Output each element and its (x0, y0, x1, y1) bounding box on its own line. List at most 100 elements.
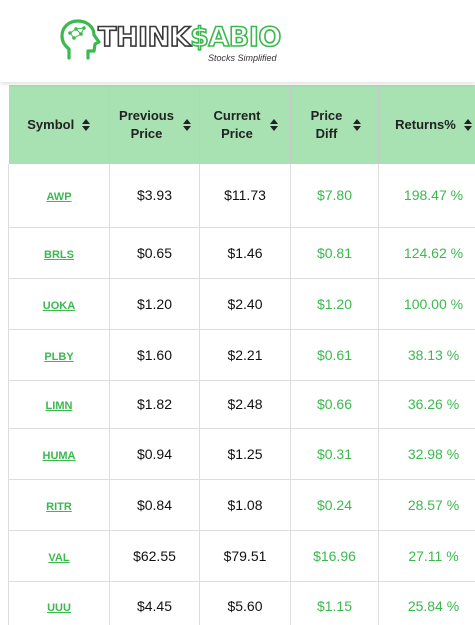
previous-price-cell: $0.65 (136, 244, 173, 261)
sort-icon[interactable] (463, 118, 472, 131)
symbol-link[interactable]: UUU (47, 602, 71, 614)
returns-cell: 27.11 % (408, 547, 459, 564)
brand-name-part1: THINK (97, 21, 191, 54)
header-current-price[interactable]: Current Price (199, 85, 291, 164)
returns-cell: 38.13 % (378, 329, 475, 381)
table-row: PLBY $1.60 $2.21 $0.61 38.13 % (8, 329, 475, 381)
current-price-cell: $79.51 (223, 547, 267, 564)
symbol-link[interactable]: LIMN (45, 400, 73, 412)
previous-price-cell: $1.60 (136, 346, 173, 363)
price-diff-cell: $0.24 (316, 496, 353, 513)
previous-price-cell: $62.55 (109, 530, 200, 582)
table-row: LIMN $1.82 $2.48 $0.66 36.26 % (8, 380, 475, 429)
brand-wordmark: THINK$ABIO (97, 21, 282, 54)
sort-icon[interactable] (182, 118, 191, 131)
symbol-cell: LIMN (8, 380, 110, 429)
symbol-link[interactable]: PLBY (44, 350, 74, 363)
current-price-cell: $2.40 (227, 295, 263, 312)
previous-price-cell: $4.45 (109, 581, 200, 625)
price-diff-cell: $0.66 (290, 380, 379, 429)
returns-cell: 38.13 % (407, 346, 460, 363)
price-diff-cell: $0.81 (316, 244, 353, 261)
returns-cell: 32.98 % (378, 428, 475, 480)
symbol-link[interactable]: AWP (46, 191, 72, 204)
price-diff-cell: $7.80 (290, 164, 379, 228)
symbol-cell: VAL (8, 530, 110, 582)
current-price-cell: $11.73 (199, 164, 291, 228)
returns-cell: 25.84 % (378, 581, 475, 625)
symbol-link[interactable]: VAL (48, 551, 70, 564)
symbol-cell: PLBY (8, 329, 110, 381)
returns-cell: 25.84 % (407, 598, 460, 614)
current-price-cell: $1.08 (199, 479, 291, 531)
table-header-row: Symbol Previous Price Current Price Pric… (8, 85, 475, 164)
table-row: RITR $0.84 $1.08 $0.24 28.57 % (8, 479, 475, 531)
price-diff-cell: $16.96 (313, 547, 356, 564)
symbol-link[interactable]: UOKA (42, 299, 76, 312)
price-diff-cell: $1.15 (290, 581, 379, 625)
header-price-diff[interactable]: Price Diff (290, 85, 379, 164)
current-price-cell: $5.60 (227, 598, 263, 614)
current-price-cell: $1.08 (227, 496, 263, 513)
price-diff-cell: $0.31 (316, 445, 353, 462)
sort-icon[interactable] (82, 118, 91, 131)
header-label: Current Price (213, 107, 261, 141)
returns-cell: 198.47 % (403, 187, 464, 204)
header-returns[interactable]: Returns% (378, 85, 475, 164)
previous-price-cell: $0.94 (109, 428, 200, 480)
table-row: AWP $3.93 $11.73 $7.80 198.47 % (8, 164, 475, 228)
previous-price-cell: $4.45 (136, 598, 173, 614)
returns-cell: 124.62 % (378, 227, 475, 279)
header-label: Previous Price (119, 107, 174, 141)
table-row: BRLS $0.65 $1.46 $0.81 124.62 % (8, 227, 475, 279)
symbol-cell: BRLS (8, 227, 110, 279)
price-diff-cell: $0.24 (290, 479, 379, 531)
table-row: UOKA $1.20 $2.40 $1.20 100.00 % (8, 278, 475, 330)
current-price-cell: $79.51 (199, 530, 291, 582)
returns-cell: 198.47 % (378, 164, 475, 228)
symbol-link[interactable]: BRLS (44, 248, 74, 261)
symbol-cell: AWP (8, 164, 110, 228)
symbol-link[interactable]: HUMA (42, 449, 76, 462)
previous-price-cell: $1.60 (109, 329, 200, 381)
current-price-cell: $2.21 (199, 329, 291, 381)
previous-price-cell: $1.82 (136, 396, 173, 412)
price-diff-cell: $0.61 (290, 329, 379, 381)
price-diff-cell: $0.81 (290, 227, 379, 279)
current-price-cell: $1.25 (227, 445, 263, 462)
brand-logo[interactable]: THINK$ABIO Stocks Simplified (58, 18, 288, 66)
returns-cell: 32.98 % (407, 445, 460, 462)
previous-price-cell: $0.84 (109, 479, 200, 531)
sort-icon[interactable] (270, 118, 278, 131)
site-header: THINK$ABIO Stocks Simplified (0, 0, 475, 82)
current-price-cell: $1.46 (199, 227, 291, 279)
price-diff-cell: $0.61 (316, 346, 353, 363)
current-price-cell: $2.48 (227, 396, 263, 412)
header-symbol[interactable]: Symbol (8, 85, 110, 164)
current-price-cell: $11.73 (224, 187, 266, 204)
price-diff-cell: $1.20 (316, 295, 353, 312)
symbol-link[interactable]: RITR (46, 500, 72, 513)
previous-price-cell: $3.93 (109, 164, 200, 228)
returns-cell: 36.26 % (378, 380, 475, 429)
previous-price-cell: $1.20 (136, 295, 173, 312)
returns-cell: 124.62 % (403, 244, 464, 261)
price-diff-cell: $0.66 (316, 396, 353, 412)
previous-price-cell: $0.84 (136, 496, 173, 513)
header-label: Symbol (27, 116, 75, 132)
current-price-cell: $5.60 (199, 581, 291, 625)
price-diff-cell: $0.31 (290, 428, 379, 480)
previous-price-cell: $0.94 (136, 445, 173, 462)
returns-cell: 28.57 % (407, 496, 460, 513)
previous-price-cell: $3.93 (136, 187, 173, 204)
header-previous-price[interactable]: Previous Price (109, 85, 200, 164)
current-price-cell: $2.48 (199, 380, 291, 429)
sort-icon[interactable] (352, 118, 361, 131)
returns-cell: 36.26 % (407, 396, 460, 412)
header-label: Returns% (395, 116, 456, 132)
header-label: Price Diff (310, 107, 343, 141)
current-price-cell: $1.46 (227, 244, 263, 261)
returns-cell: 28.57 % (378, 479, 475, 531)
returns-table: Symbol Previous Price Current Price Pric… (8, 85, 475, 625)
brain-head-icon (60, 19, 101, 60)
